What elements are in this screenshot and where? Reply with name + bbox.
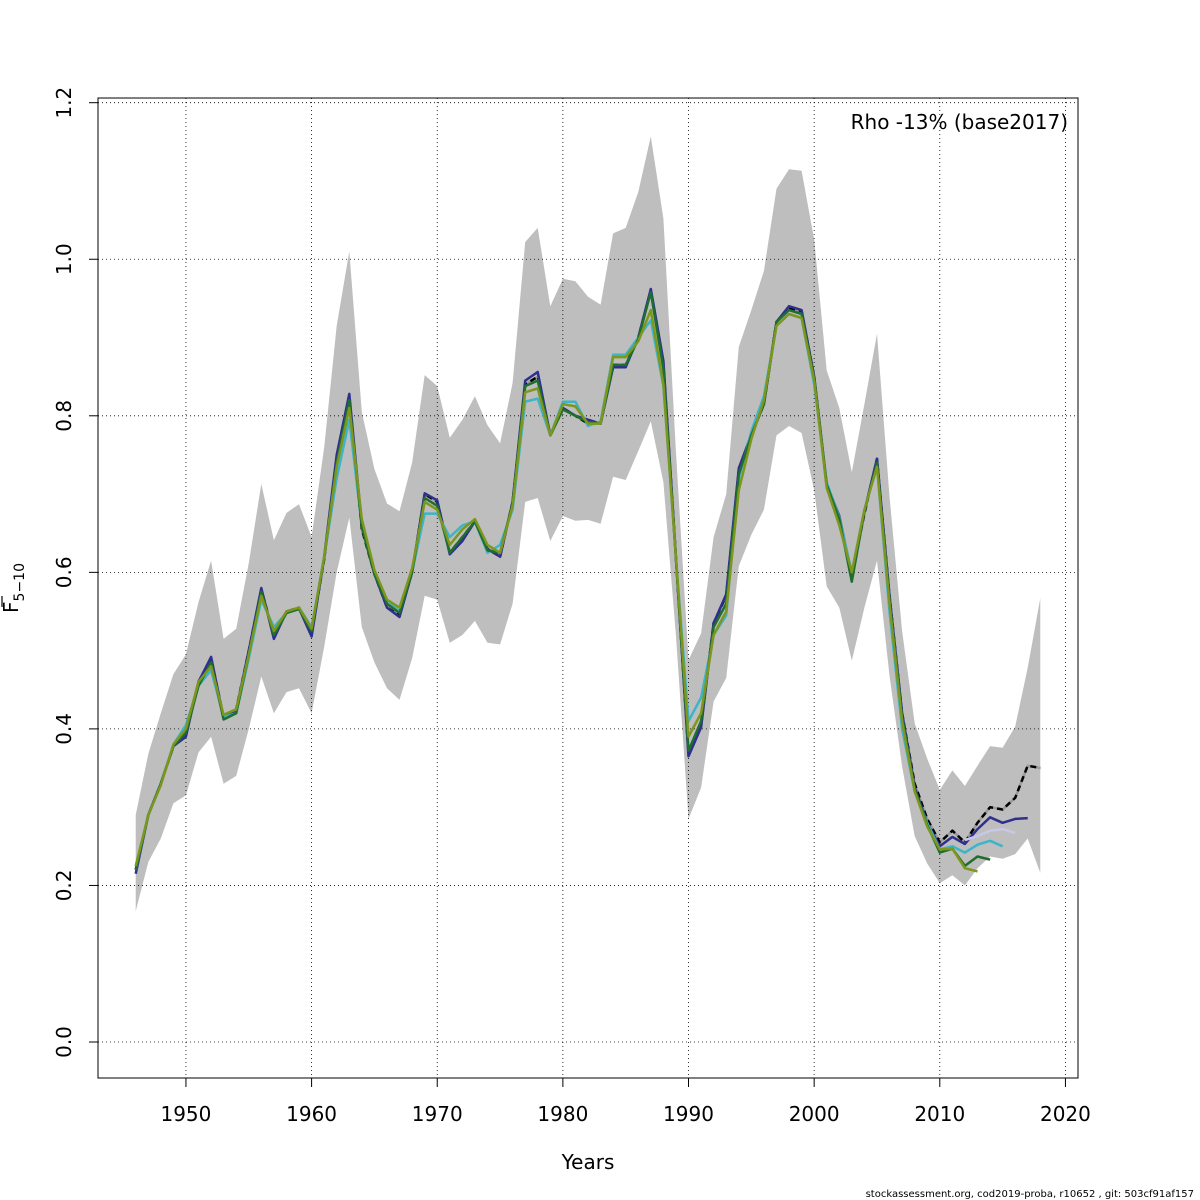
y-tick-label: 0.4 bbox=[52, 713, 76, 745]
x-tick-label: 2010 bbox=[914, 1102, 965, 1126]
series-lines bbox=[134, 287, 1041, 874]
x-tick-label: 1960 bbox=[286, 1102, 337, 1126]
y-tick-label: 0.2 bbox=[52, 869, 76, 901]
series-line-6 bbox=[134, 308, 978, 873]
y-tick-label: 1.2 bbox=[52, 87, 76, 119]
x-tick-label: 1970 bbox=[412, 1102, 463, 1126]
grid bbox=[98, 98, 1078, 1078]
y-tick-label: 0.0 bbox=[52, 1026, 76, 1058]
confidence-band-area bbox=[135, 136, 1041, 912]
confidence-band bbox=[135, 136, 1041, 912]
x-tick-label: 2000 bbox=[789, 1102, 840, 1126]
x-tick-label: 1950 bbox=[160, 1102, 211, 1126]
y-axis-title-subscript: 5−10 bbox=[12, 563, 28, 601]
y-tick-label: 0.6 bbox=[52, 556, 76, 588]
y-axis-title: F bbox=[0, 601, 23, 613]
x-axis-title: Years bbox=[561, 1150, 615, 1174]
x-tick-label: 2020 bbox=[1040, 1102, 1091, 1126]
y-axis: 0.0 0.2 0.4 0.6 0.8 1.0 1.2 bbox=[52, 87, 99, 1058]
annotation-label: Rho -13% (base2017) bbox=[851, 110, 1068, 134]
footer-text: stockassessment.org, cod2019-proba, r106… bbox=[866, 1189, 1194, 1200]
y-tick-label: 1.0 bbox=[52, 243, 76, 275]
x-tick-label: 1990 bbox=[663, 1102, 714, 1126]
x-axis: 1950 1960 1970 1980 1990 2000 2010 2020 bbox=[160, 1077, 1091, 1126]
y-tick-label: 0.8 bbox=[52, 400, 76, 432]
x-tick-label: 1980 bbox=[537, 1102, 588, 1126]
y-axis-title-group: F5−10 bbox=[0, 563, 28, 613]
svg-text:F5−10: F5−10 bbox=[0, 563, 28, 613]
series-line-4 bbox=[964, 827, 1016, 842]
